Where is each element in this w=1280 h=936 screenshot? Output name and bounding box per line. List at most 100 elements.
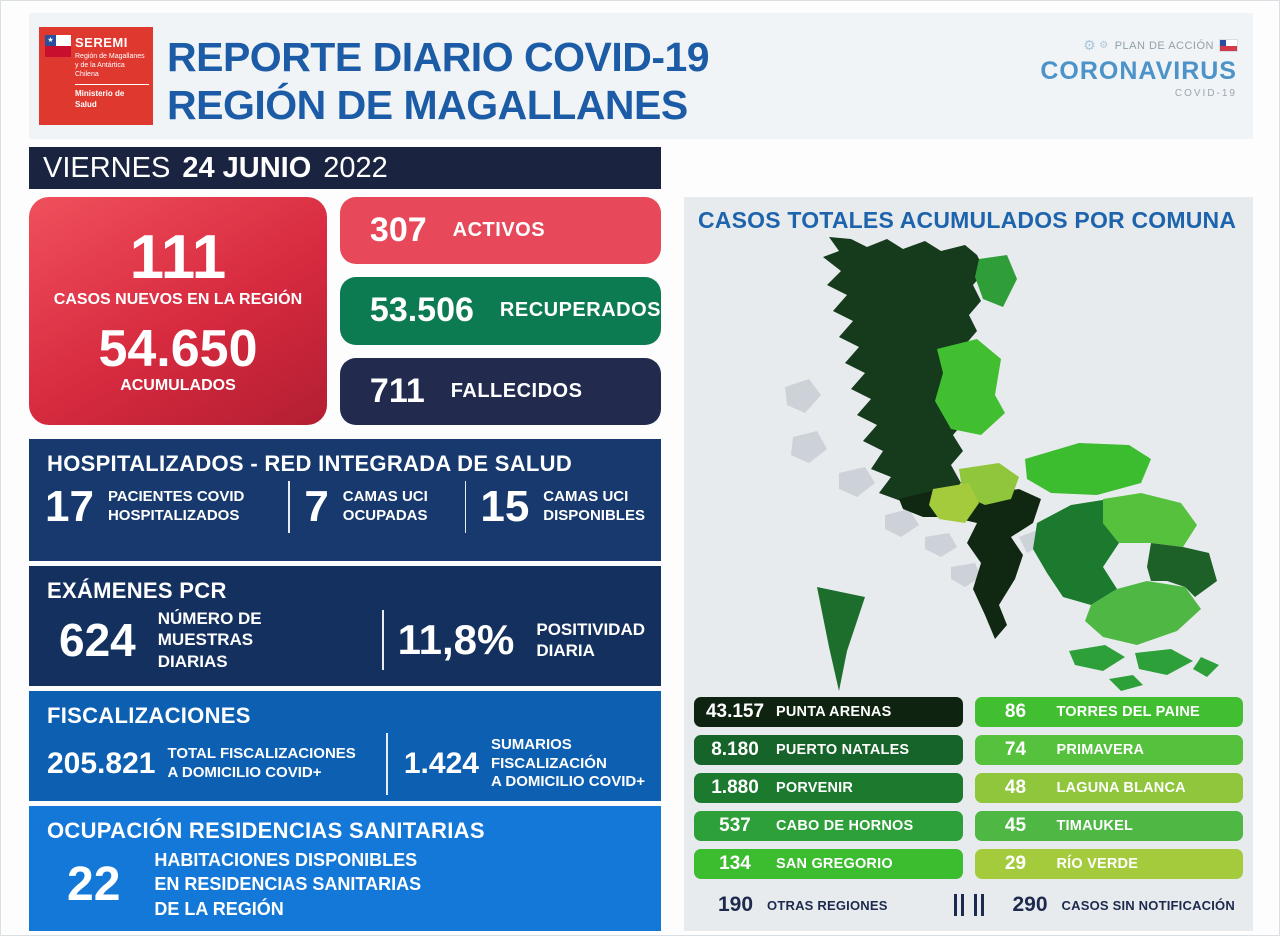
map-comuna-timaukel	[1085, 581, 1201, 645]
comuna-value: 43.157	[705, 701, 765, 722]
plan-label: PLAN DE ACCIÓN	[1114, 39, 1214, 52]
positivity-label: POSITIVIDAD DIARIA	[536, 619, 645, 660]
other-regions-item: 190 OTRAS REGIONES	[694, 893, 949, 917]
map-comuna-rio-verde	[929, 483, 979, 523]
no-notification-label: CASOS SIN NOTIFICACIÓN	[1061, 897, 1235, 913]
hospitalized-items: 17 PACIENTES COVID HOSPITALIZADOS 7 CAMA…	[45, 481, 645, 533]
deceased-label: FALLECIDOS	[450, 379, 583, 402]
comuna-name: TIMAUKEL	[1056, 818, 1134, 834]
comuna-pill: 48 LAGUNA BLANCA	[974, 773, 1243, 803]
inspections-items: 205.821 TOTAL FISCALIZACIONES A DOMICILI…	[45, 733, 645, 795]
new-cases-label: CASOS NUEVOS EN LA REGIÓN	[53, 291, 303, 308]
plan-de-accion-block: ⚙ ⚙ PLAN DE ACCIÓN CORONAVIRUS COVID-19	[1040, 13, 1253, 139]
stats-row: 111 CASOS NUEVOS EN LA REGIÓN 54.650 ACU…	[29, 197, 661, 425]
map-comuna-torres-del-paine	[935, 339, 1005, 435]
seremi-logo: ★ SEREMI Región de Magallanes y de la An…	[39, 27, 153, 125]
comuna-name: PUNTA ARENAS	[776, 704, 892, 720]
gear-icon: ⚙	[1083, 37, 1097, 53]
comuna-name: CABO DE HORNOS	[776, 818, 914, 834]
region-map	[785, 237, 1219, 691]
pcr-samples-label: NÚMERO DE MUESTRAS DIARIAS	[157, 609, 262, 671]
report-title-block: REPORTE DIARIO COVID-19 REGIÓN DE MAGALL…	[167, 13, 710, 139]
map-tdf-east	[1147, 543, 1217, 597]
comunas-legend: 43.157 PUNTA ARENAS 86 TORRES DEL PAINE 8.…	[694, 697, 1243, 879]
residences-value: 22	[67, 857, 121, 911]
covid19-sub-label: COVID-19	[1174, 88, 1237, 99]
divider-bars-icon	[953, 894, 964, 916]
comuna-value: 29	[1004, 853, 1027, 874]
no-notification-item: 290 CASOS SIN NOTIFICACIÓN	[989, 893, 1244, 917]
new-cases-value: 111	[129, 223, 227, 292]
active-label: ACTIVOS	[452, 219, 546, 242]
recovered-value: 53.506	[369, 291, 474, 330]
plan-label-row: ⚙ ⚙ PLAN DE ACCIÓN	[1040, 37, 1237, 54]
positivity-value: 11,8%	[397, 615, 515, 663]
divider	[464, 481, 467, 533]
divider-bars-icon	[973, 894, 984, 916]
other-regions-value: 190	[718, 893, 754, 916]
flag-star-icon: ★	[45, 35, 56, 46]
hosp-patients-label: PACIENTES COVID HOSPITALIZADOS	[107, 488, 245, 524]
hospitalized-band: HOSPITALIZADOS - RED INTEGRADA DE SALUD …	[29, 439, 661, 561]
comuna-pill: 537 CABO DE HORNOS	[694, 811, 963, 841]
logo-region-label: Región de Magallanes y de la Antártica C…	[75, 53, 145, 79]
hospitalized-item: 7 CAMAS UCI OCUPADAS	[304, 482, 450, 532]
comuna-value: 45	[1004, 815, 1027, 836]
residences-items: 22 HABITACIONES DISPONIBLES EN RESIDENCI…	[45, 848, 645, 921]
comuna-value: 86	[1004, 701, 1027, 722]
comuna-name: PORVENIR	[776, 780, 854, 796]
new-cases-card: 111 CASOS NUEVOS EN LA REGIÓN 54.650 ACU…	[29, 197, 327, 425]
pcr-band: EXÁMENES PCR 624 NÚMERO DE MUESTRAS DIAR…	[29, 566, 661, 686]
uci-occupied-value: 7	[304, 482, 329, 531]
comuna-pill: 1.880 PORVENIR	[694, 773, 963, 803]
comuna-pill: 43.157 PUNTA ARENAS	[694, 697, 963, 727]
no-notification-value: 290	[1012, 893, 1048, 916]
left-column: 111 CASOS NUEVOS EN LA REGIÓN 54.650 ACU…	[29, 197, 661, 931]
header: ★ SEREMI Región de Magallanes y de la An…	[29, 13, 1253, 139]
comuna-name: LAGUNA BLANCA	[1056, 780, 1186, 796]
map-comuna-puerto-natales	[823, 237, 985, 509]
comuna-value: 48	[1004, 777, 1027, 798]
coronavirus-brand: CORONAVIRUS	[1040, 57, 1237, 85]
map-gray-islands	[785, 379, 1041, 587]
other-regions-label: OTRAS REGIONES	[767, 897, 888, 913]
comuna-value: 1.880	[711, 777, 759, 798]
date-year: 2022	[323, 151, 388, 184]
date-weekday: VIERNES	[43, 151, 171, 184]
logo-divider	[75, 84, 149, 86]
report-title: REPORTE DIARIO COVID-19	[167, 34, 710, 80]
inspections-title: FISCALIZACIONES	[47, 703, 251, 728]
hospitalized-item: 15 CAMAS UCI DISPONIBLES	[480, 482, 645, 532]
hospitalized-title: HOSPITALIZADOS - RED INTEGRADA DE SALUD	[47, 451, 573, 476]
active-cases-card: 307 ACTIVOS	[339, 197, 661, 265]
divider	[381, 609, 384, 670]
pcr-items: 624 NÚMERO DE MUESTRAS DIARIAS 11,8% POS…	[45, 608, 645, 672]
deceased-card: 711 FALLECIDOS	[339, 357, 661, 425]
inspections-total-label: TOTAL FISCALIZACIONES A DOMICILIO COVID+	[167, 745, 356, 781]
date-bar: VIERNES 24 JUNIO 2022	[29, 147, 661, 189]
hospitalized-item: 17 PACIENTES COVID HOSPITALIZADOS	[45, 482, 274, 532]
comuna-pill: 134 SAN GREGORIO	[694, 849, 963, 879]
map-antarctic-wedge	[817, 587, 865, 691]
report-subtitle: REGIÓN DE MAGALLANES	[167, 82, 688, 129]
uci-available-label: CAMAS UCI DISPONIBLES	[543, 488, 645, 524]
comuna-name: SAN GREGORIO	[776, 856, 893, 872]
inspections-total-value: 205.821	[47, 747, 156, 780]
comuna-name: PUERTO NATALES	[776, 742, 910, 758]
inspections-summaries-value: 1.424	[403, 747, 479, 780]
comuna-value: 74	[1004, 739, 1027, 760]
accumulated-value: 54.650	[98, 320, 258, 378]
active-value: 307	[369, 211, 427, 250]
pcr-title: EXÁMENES PCR	[47, 578, 227, 603]
logo-ministry-label: Ministerio de Salud	[75, 89, 125, 109]
deceased-value: 711	[369, 371, 425, 410]
divider	[288, 481, 291, 533]
map-comuna-san-gregorio	[1025, 443, 1151, 495]
map-comuna-cabo-de-hornos	[1069, 645, 1219, 691]
hosp-patients-value: 17	[45, 482, 94, 531]
gear-icon: ⚙	[1099, 40, 1109, 51]
chile-flag-icon: ★	[39, 27, 71, 125]
pcr-samples-value: 624	[59, 613, 136, 666]
inspections-summaries-label: SUMARIOS FISCALIZACIÓN A DOMICILIO COVID…	[490, 735, 645, 791]
